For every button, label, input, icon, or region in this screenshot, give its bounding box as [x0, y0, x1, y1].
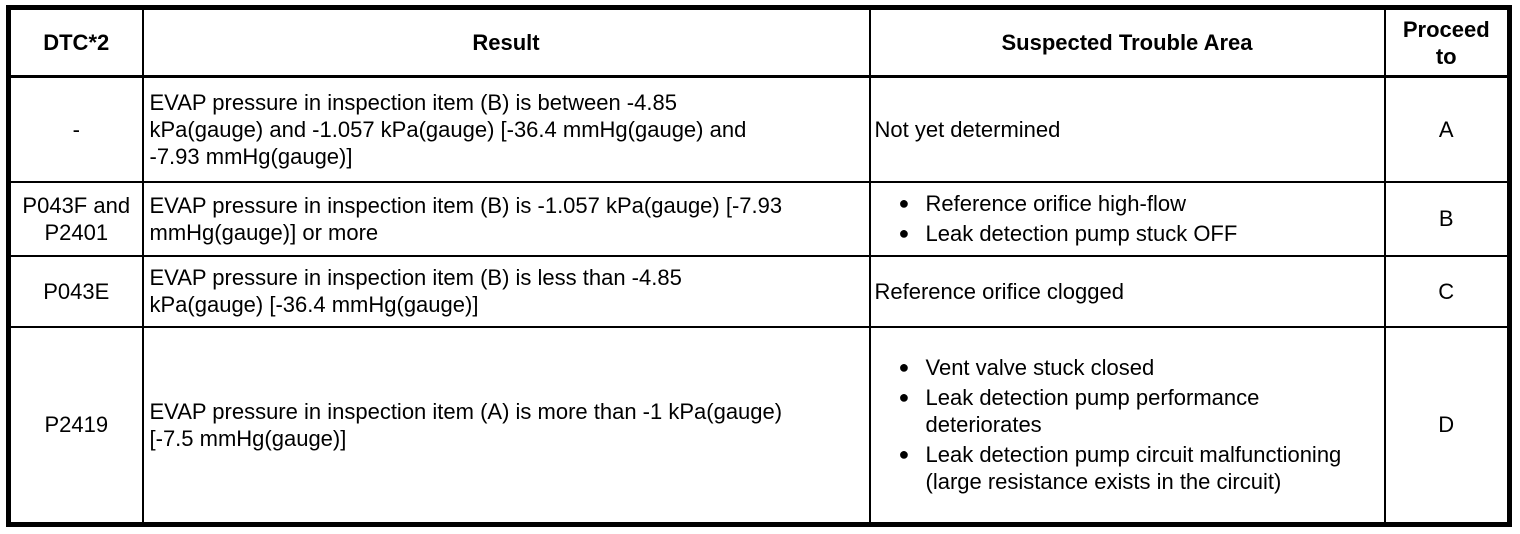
result-text: EVAP pressure in inspection item (B) is …: [149, 265, 682, 317]
header-dtc: DTC*2: [7, 6, 144, 78]
trouble-list-item: ● Leak detection pump performance deteri…: [898, 384, 1383, 438]
proceed-to-cell: D: [1383, 325, 1511, 526]
trouble-text: Leak detection pump performance deterior…: [925, 385, 1260, 438]
trouble-area-cell: Not yet determined: [868, 75, 1386, 183]
table-row: - EVAP pressure in inspection item (B) i…: [7, 75, 1511, 183]
result-text: EVAP pressure in inspection item (A) is …: [149, 398, 783, 451]
trouble-text: Leak detection pump stuck OFF: [925, 221, 1238, 246]
table-header-row: DTC*2 Result Suspected Trouble Area Proc…: [7, 6, 1511, 78]
trouble-text: Not yet determined: [874, 116, 1061, 142]
result-cell: EVAP pressure in inspection item (A) is …: [141, 325, 871, 526]
trouble-text: Leak detection pump circuit malfunctioni…: [925, 442, 1342, 495]
trouble-text: Reference orifice clogged: [874, 278, 1124, 304]
trouble-text: Vent valve stuck closed: [925, 355, 1155, 381]
header-result: Result: [141, 6, 871, 78]
proceed-to-cell: A: [1383, 75, 1511, 183]
trouble-area-cell: ● Reference orifice high-flow ● Leak det…: [868, 180, 1386, 257]
dtc-cell: P2419: [7, 325, 144, 526]
proceed-to-cell: C: [1383, 254, 1511, 328]
bullet-icon: ●: [898, 387, 910, 408]
trouble-list-item: ● Leak detection pump circuit malfunctio…: [898, 441, 1383, 495]
result-cell: EVAP pressure in inspection item (B) is …: [141, 75, 871, 183]
trouble-list-item: ● Vent valve stuck closed: [898, 354, 1383, 381]
trouble-list-item: ● Leak detection pump stuck OFF: [898, 220, 1383, 247]
trouble-text: Reference orifice high-flow: [925, 191, 1186, 216]
result-text: EVAP pressure in inspection item (B) is …: [149, 89, 747, 169]
dtc-cell: P043E: [7, 254, 144, 328]
result-cell: EVAP pressure in inspection item (B) is …: [141, 254, 871, 328]
proceed-to-cell: B: [1383, 180, 1511, 257]
header-trouble-area: Suspected Trouble Area: [868, 6, 1386, 78]
trouble-bullet-list: ● Vent valve stuck closed ● Leak detecti…: [872, 349, 1383, 500]
bullet-icon: ●: [898, 193, 910, 213]
result-text: EVAP pressure in inspection item (B) is …: [149, 192, 783, 245]
trouble-area-cell: Reference orifice clogged: [868, 254, 1386, 328]
dtc-cell: -: [7, 75, 144, 183]
header-proceed-to: Proceed to: [1383, 6, 1511, 78]
dtc-cell: P043F and P2401: [7, 180, 144, 257]
bullet-icon: ●: [898, 444, 910, 465]
trouble-list-item: ● Reference orifice high-flow: [898, 190, 1383, 217]
table-row: P2419 EVAP pressure in inspection item (…: [7, 325, 1511, 526]
table-row: P043E EVAP pressure in inspection item (…: [7, 254, 1511, 328]
bullet-icon: ●: [898, 223, 910, 243]
result-cell: EVAP pressure in inspection item (B) is …: [141, 180, 871, 257]
header-proceed-to-label: Proceed to: [1402, 16, 1490, 69]
trouble-bullet-list: ● Reference orifice high-flow ● Leak det…: [872, 185, 1383, 252]
table-row: P043F and P2401 EVAP pressure in inspect…: [7, 180, 1511, 257]
dtc-result-table: DTC*2 Result Suspected Trouble Area Proc…: [6, 5, 1512, 527]
trouble-area-cell: ● Vent valve stuck closed ● Leak detecti…: [868, 325, 1386, 526]
bullet-icon: ●: [898, 357, 910, 378]
